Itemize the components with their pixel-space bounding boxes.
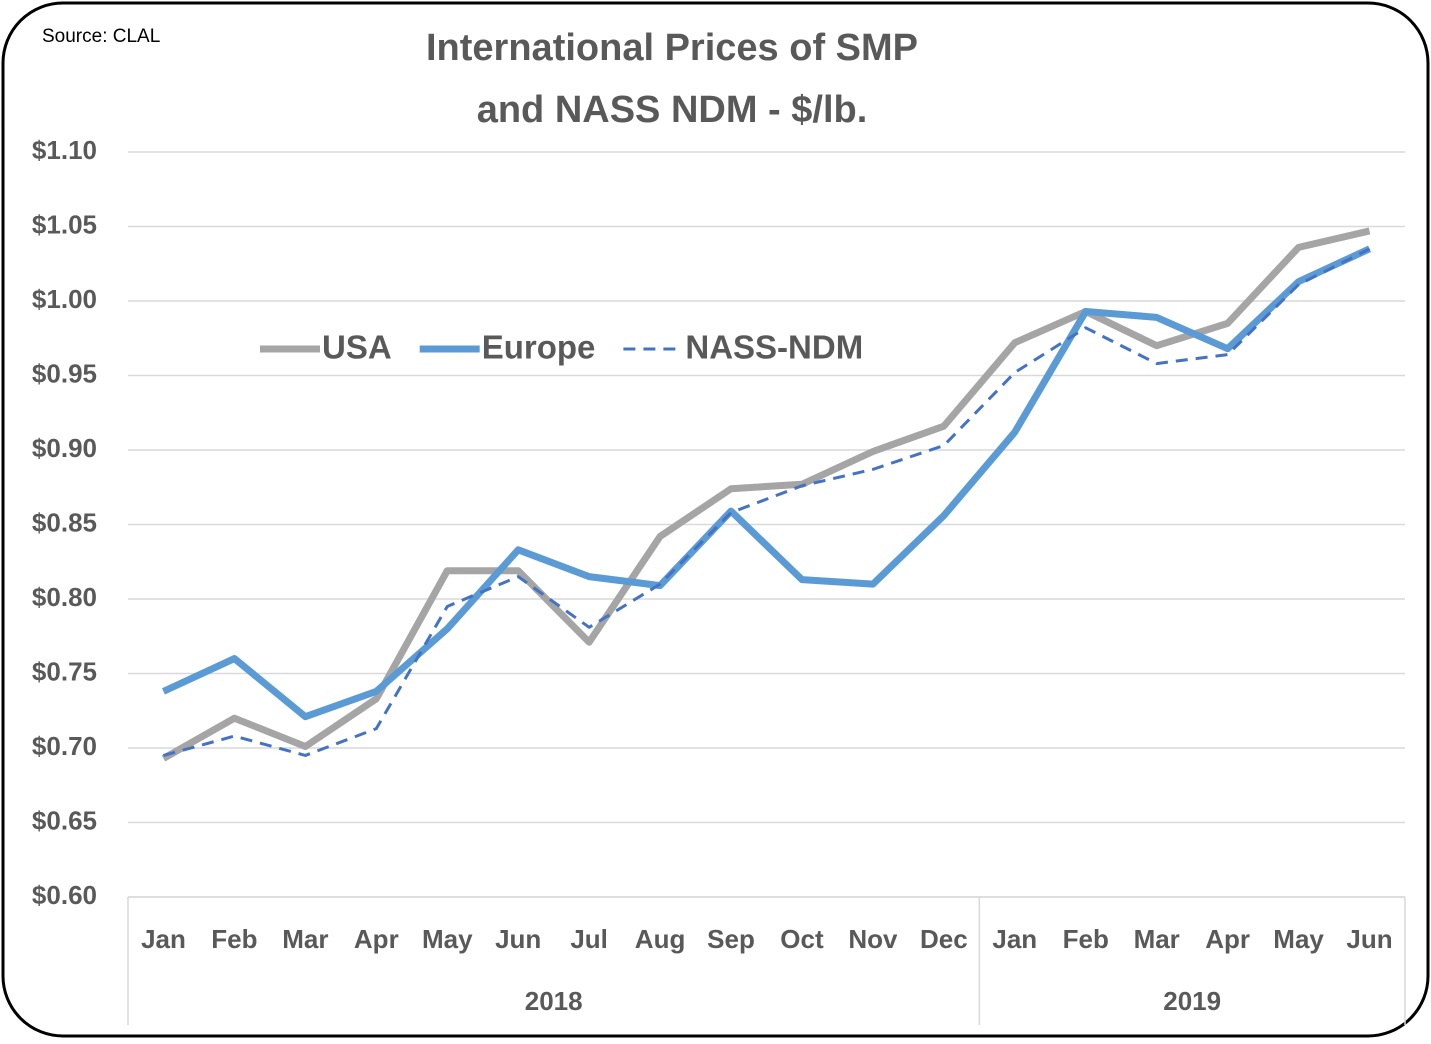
line-series: [162, 245, 1371, 721]
x-tick-label: Feb: [211, 924, 257, 954]
group-label: 2019: [1163, 986, 1221, 1016]
x-tick-label: Nov: [848, 924, 898, 954]
chart-title: International Prices of SMP: [426, 27, 918, 69]
x-tick-label: Jul: [570, 924, 608, 954]
y-tick-label: $0.95: [32, 358, 97, 388]
y-tick-label: $0.65: [32, 805, 97, 835]
chart-title: and NASS NDM - $/lb.: [477, 89, 868, 131]
legend-label: NASS-NDM: [685, 329, 863, 366]
y-tick-label: $1.10: [32, 135, 97, 165]
legend-label: USA: [322, 329, 392, 366]
y-tick-label: $0.90: [32, 433, 97, 463]
y-tick-label: $0.85: [32, 507, 97, 537]
line-series: [161, 227, 1371, 762]
y-tick-label: $0.75: [32, 656, 97, 686]
y-tick-label: $1.00: [32, 284, 97, 314]
x-tick-label: Oct: [780, 924, 824, 954]
x-tick-label: Apr: [1205, 924, 1250, 954]
y-tick-label: $0.80: [32, 582, 97, 612]
x-tick-label: Mar: [282, 924, 328, 954]
x-tick-label: Dec: [920, 924, 968, 954]
x-tick-label: Jan: [141, 924, 186, 954]
x-tick-label: Apr: [354, 924, 399, 954]
group-label: 2018: [525, 986, 583, 1016]
x-tick-label: Sep: [707, 924, 755, 954]
source-note: Source: CLAL: [42, 26, 160, 47]
y-tick-label: $1.05: [32, 209, 97, 239]
x-tick-label: May: [422, 924, 473, 954]
x-tick-label: Mar: [1134, 924, 1180, 954]
x-tick-label: May: [1273, 924, 1324, 954]
x-tick-label: Feb: [1063, 924, 1109, 954]
legend-label: Europe: [482, 329, 596, 366]
x-tick-label: Jan: [992, 924, 1037, 954]
line-series: [163, 247, 1371, 757]
x-tick-label: Jun: [495, 924, 541, 954]
y-tick-label: $0.70: [32, 731, 97, 761]
y-tick-label: $0.60: [32, 880, 97, 910]
x-tick-label: Aug: [635, 924, 686, 954]
x-tick-label: Jun: [1346, 924, 1392, 954]
